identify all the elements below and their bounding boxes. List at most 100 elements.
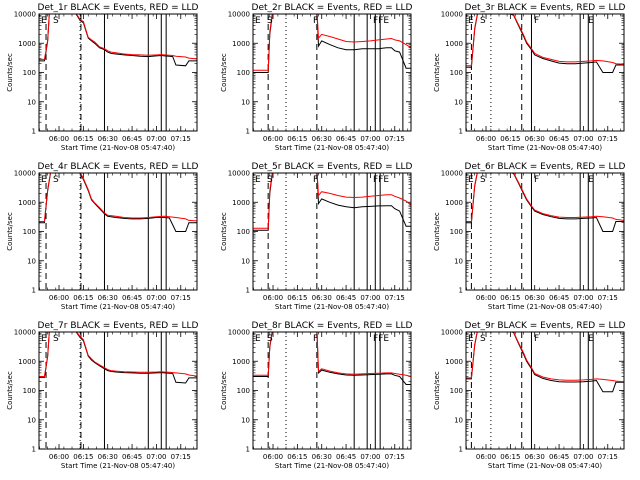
series-events-line (253, 14, 411, 73)
x-tick-label: 07:15 (385, 453, 405, 461)
x-tick-label: 07:15 (171, 294, 191, 302)
plot-area (253, 332, 411, 449)
x-tick-label: 06:45 (336, 453, 356, 461)
flag-marker: F (534, 16, 539, 26)
flag-marker: E (41, 16, 47, 26)
x-tick-label: 06:45 (122, 135, 142, 143)
flag-marker: E (588, 16, 594, 26)
y-tick-label: 10 (241, 98, 250, 106)
flag-marker: E (255, 16, 261, 26)
x-tick-label: 06:45 (122, 294, 142, 302)
series-lld-line (253, 332, 411, 377)
x-tick-label: 06:30 (98, 135, 118, 143)
axes-frame (252, 13, 412, 132)
x-tick-label: 06:15 (73, 453, 93, 461)
panel-4: Det_4r BLACK = Events, RED = LLD Start Ti… (6, 162, 199, 311)
panel-title: Det_4r BLACK = Events, RED = LLD (38, 162, 199, 172)
y-tick-label: 1000 (232, 199, 250, 207)
x-tick-label: 07:00 (573, 135, 593, 143)
y-tick-label: 10 (454, 98, 463, 106)
y-tick-label: 100 (237, 69, 250, 77)
panel-8: Det_8r BLACK = Events, RED = LLD Start Ti… (220, 321, 413, 470)
series-events-line (466, 332, 624, 393)
flag-marker: F (313, 16, 318, 26)
x-tick-label: 06:45 (122, 453, 142, 461)
y-axis-label: Counts/sec (6, 53, 14, 92)
y-tick-label: 10000 (228, 170, 250, 178)
axes-frame (38, 331, 198, 450)
y-tick-label: 1000 (445, 199, 463, 207)
panel-title: Det_7r BLACK = Events, RED = LLD (38, 321, 199, 331)
x-tick-label: 06:00 (476, 453, 496, 461)
series-events-line (39, 173, 197, 232)
x-tick-label: 06:15 (73, 135, 93, 143)
plot-area (39, 332, 197, 449)
x-tick-label: 06:15 (287, 135, 307, 143)
x-tick-label: 06:15 (500, 453, 520, 461)
series-events-line (39, 14, 197, 67)
axes-frame (38, 13, 198, 132)
plot-area (39, 173, 197, 290)
y-tick-label: 10000 (14, 11, 36, 19)
x-tick-label: 07:00 (360, 453, 380, 461)
x-tick-label: 06:30 (98, 453, 118, 461)
flag-marker: F (534, 175, 539, 185)
series-lld-line (466, 14, 624, 67)
y-tick-label: 1000 (18, 40, 36, 48)
y-tick-label: 10000 (441, 11, 463, 19)
y-tick-label: 10000 (228, 329, 250, 337)
series-events-line (466, 173, 624, 232)
y-tick-label: 1000 (18, 358, 36, 366)
flag-marker: S (480, 175, 486, 185)
y-tick-label: 1 (459, 446, 463, 454)
flag-marker: S (53, 334, 59, 344)
x-tick-label: 06:30 (312, 453, 332, 461)
plot-area (253, 173, 411, 290)
y-tick-label: 10 (27, 416, 36, 424)
y-axis-label: Counts/sec (220, 53, 228, 92)
panel-1: Det_1r BLACK = Events, RED = LLD Start Ti… (6, 3, 199, 152)
y-tick-label: 10 (454, 257, 463, 265)
x-tick-label: 07:15 (598, 294, 618, 302)
panel-5: Det_5r BLACK = Events, RED = LLD Start Ti… (220, 162, 413, 311)
y-tick-label: 1 (32, 446, 36, 454)
x-tick-label: 06:00 (49, 453, 69, 461)
panel-7: Det_7r BLACK = Events, RED = LLD Start Ti… (6, 321, 199, 470)
x-tick-label: 06:15 (287, 453, 307, 461)
x-tick-label: 06:45 (549, 135, 569, 143)
x-tick-label: 06:30 (525, 294, 545, 302)
y-axis-label: Counts/sec (433, 53, 441, 92)
flag-marker: E (468, 334, 474, 344)
y-tick-label: 1000 (18, 199, 36, 207)
flag-marker: E (588, 175, 594, 185)
panel-title: Det_9r BLACK = Events, RED = LLD (465, 321, 626, 331)
x-tick-label: 06:30 (525, 135, 545, 143)
x-tick-label: 06:15 (73, 294, 93, 302)
x-tick-label: 06:45 (336, 294, 356, 302)
x-tick-label: 06:00 (263, 453, 283, 461)
y-tick-label: 1 (246, 446, 250, 454)
x-tick-label: 07:00 (146, 294, 166, 302)
axes-frame (252, 331, 412, 450)
flag-marker: E (468, 16, 474, 26)
panel-title: Det_8r BLACK = Events, RED = LLD (252, 321, 413, 331)
x-tick-label: 07:15 (171, 453, 191, 461)
flag-marker: S (480, 334, 486, 344)
x-tick-label: 06:45 (336, 135, 356, 143)
flag-marker: S (267, 175, 273, 185)
y-tick-label: 10000 (14, 170, 36, 178)
axes-frame (465, 13, 625, 132)
x-tick-label: 06:00 (49, 294, 69, 302)
y-tick-label: 1000 (445, 40, 463, 48)
flag-marker: E (41, 334, 47, 344)
panel-9: Det_9r BLACK = Events, RED = LLD Start Ti… (433, 321, 626, 470)
x-tick-label: 06:30 (312, 294, 332, 302)
x-tick-label: 06:30 (525, 453, 545, 461)
panel-6: Det_6r BLACK = Events, RED = LLD Start Ti… (433, 162, 626, 311)
y-axis-label: Counts/sec (6, 371, 14, 410)
x-tick-label: 07:00 (146, 453, 166, 461)
panel-title: Det_3r BLACK = Events, RED = LLD (465, 3, 626, 13)
x-axis-label: Start Time (21-Nov-08 05:47:40) (61, 462, 175, 470)
flag-marker: E (468, 175, 474, 185)
